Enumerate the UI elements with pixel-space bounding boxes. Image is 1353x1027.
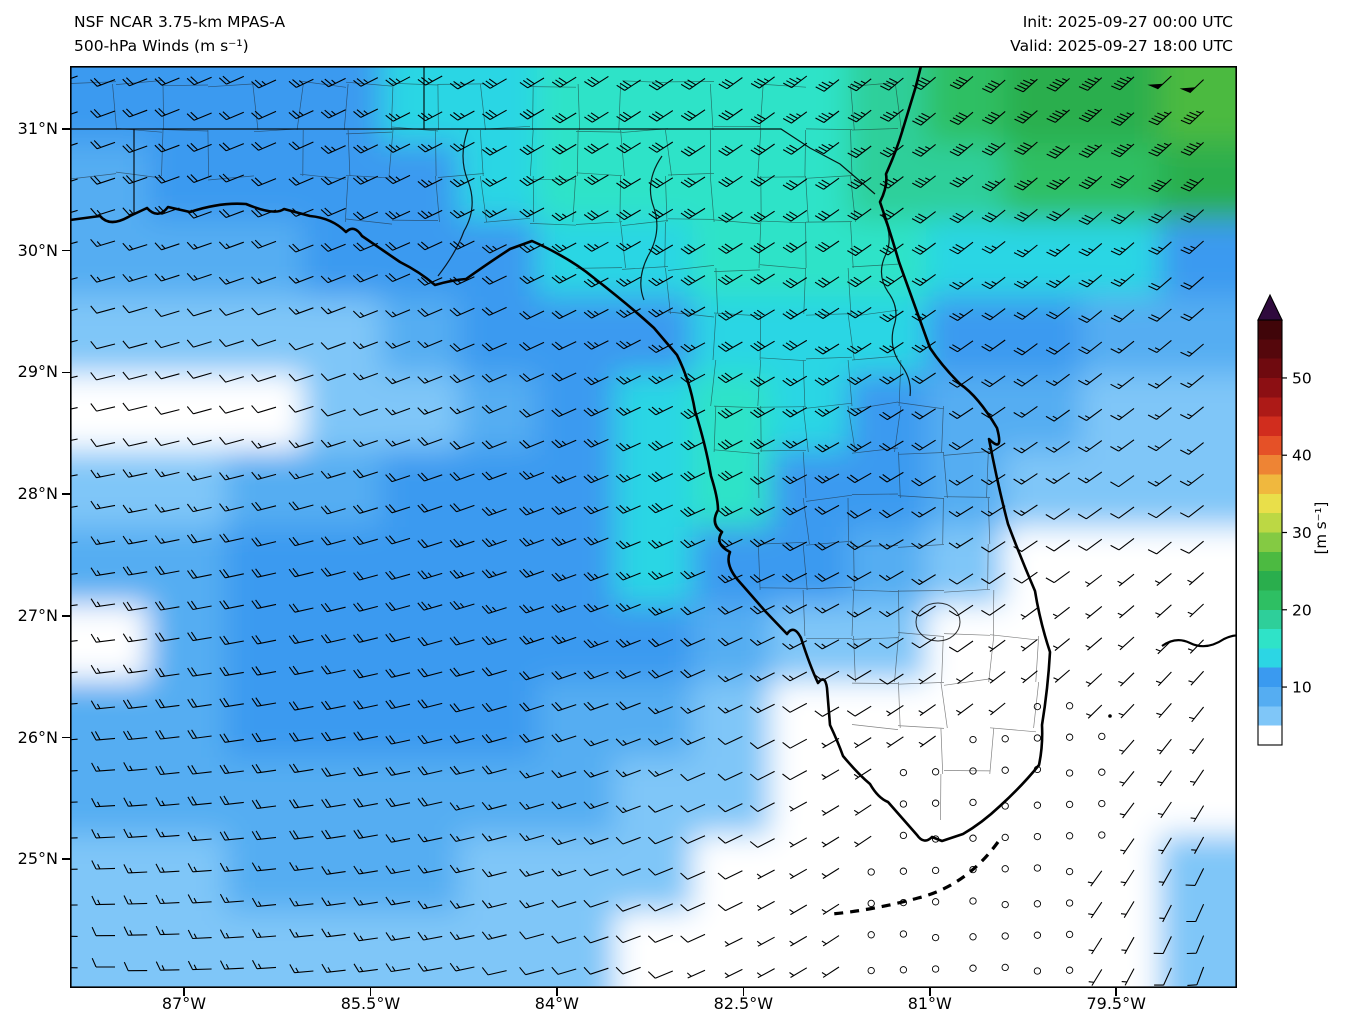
colorbar-bar (1257, 319, 1283, 746)
calm-wind-circles (867, 702, 1106, 975)
lat-tick-label: 30°N (17, 240, 58, 260)
colorbar-over-arrow (1257, 293, 1283, 321)
colorbar: [m s⁻¹] 10 20 30 40 50 (1257, 293, 1330, 746)
lon-tick-mark (556, 988, 558, 996)
lat-tick-mark (62, 128, 70, 130)
lon-tick-mark (369, 988, 372, 996)
lat-tick-mark (62, 493, 70, 495)
colorbar-tick-label: 30 (1292, 524, 1312, 542)
colorbar-tick-label: 10 (1292, 679, 1312, 697)
lat-tick-label: 29°N (17, 362, 58, 382)
lon-tick-mark (183, 988, 185, 996)
lat-tick-mark (62, 371, 70, 374)
lake-okeechobee (915, 602, 961, 642)
wind-barb-pennants (1147, 83, 1196, 93)
rivers (437, 128, 911, 397)
lon-tick-label: 84°W (534, 994, 579, 1013)
field-layer (70, 66, 1237, 988)
model-title: NSF NCAR 3.75-km MPAS-A (74, 13, 286, 31)
lon-tick-label: 87°W (161, 994, 207, 1013)
valid-time-label: Valid: 2025-09-27 18:00 UTC (1010, 37, 1233, 56)
plot-title-block: NSF NCAR 3.75-km MPAS-A 500-hPa Winds (m… (74, 10, 285, 58)
lat-tick-label: 31°N (17, 119, 58, 139)
init-time-label: Init: 2025-09-27 00:00 UTC (1022, 13, 1233, 31)
colorbar-tick-label: 20 (1292, 601, 1312, 619)
state-borders (70, 66, 876, 214)
lat-tick-label: 27°N (17, 605, 58, 625)
lon-tick-mark (742, 988, 745, 996)
wind-barbs (70, 75, 1205, 986)
lon-tick-label: 81°W (907, 994, 952, 1013)
map-canvas (70, 66, 1237, 988)
lon-tick-mark (1115, 988, 1117, 996)
lat-tick-label: 26°N (17, 727, 58, 747)
map-frame (70, 66, 1237, 988)
lat-tick-mark (62, 736, 70, 739)
field-title: 500-hPa Winds (m s⁻¹) (74, 37, 249, 56)
colorbar-unit-label: [m s⁻¹] (1312, 502, 1330, 555)
lat-tick-mark (62, 249, 70, 252)
lat-tick-mark (62, 858, 70, 860)
lat-tick-label: 25°N (17, 849, 58, 869)
lat-tick-label: 28°N (17, 484, 58, 504)
lon-tick-mark (929, 988, 931, 996)
lon-tick-label: 85.5°W (340, 994, 401, 1013)
lon-tick-label: 82.5°W (713, 994, 774, 1013)
colorbar-tick-label: 40 (1292, 447, 1312, 465)
colorbar-tick-label: 50 (1292, 369, 1312, 387)
lon-tick-label: 79.5°W (1086, 994, 1146, 1013)
lat-tick-mark (62, 615, 70, 617)
florida-keys (831, 841, 1000, 916)
bimini-island (1108, 714, 1112, 718)
plot-time-block: Init: 2025-09-27 00:00 UTC Valid: 2025-0… (1010, 10, 1233, 58)
